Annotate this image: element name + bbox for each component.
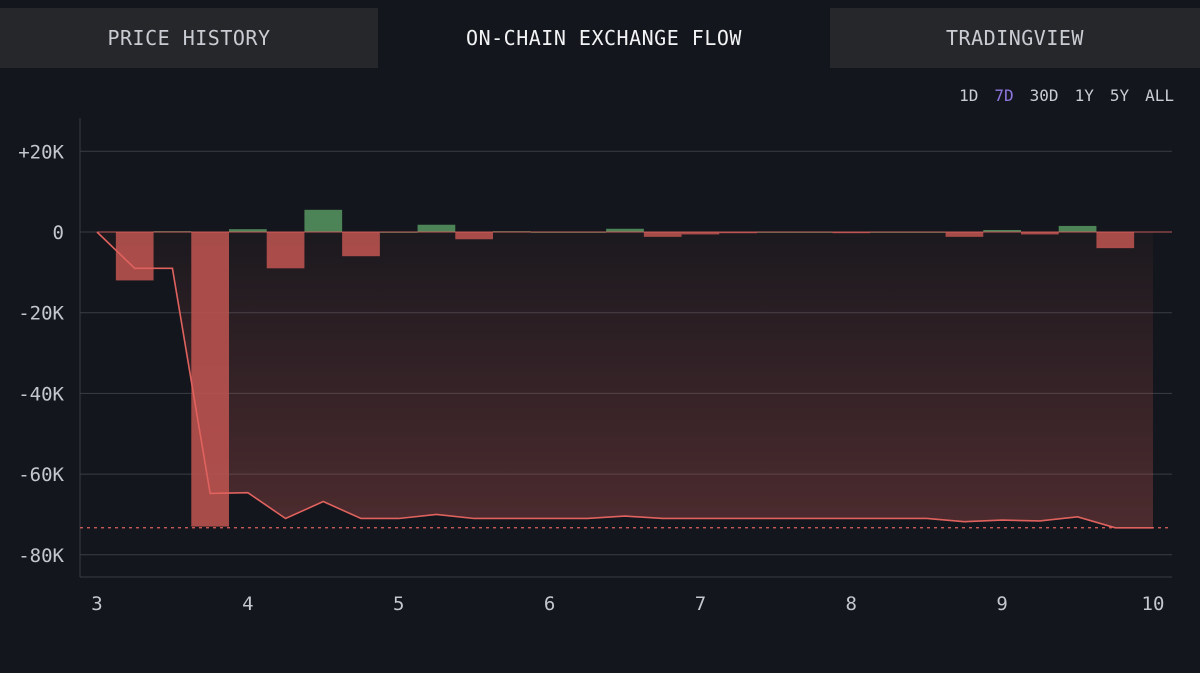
x-tick-label: 5	[393, 593, 404, 615]
flow-bar	[1058, 225, 1097, 232]
flow-bar	[719, 232, 757, 234]
x-tick-label: 3	[91, 593, 102, 615]
time-range-selector: 1D 7D 30D 1Y 5Y ALL	[959, 86, 1174, 108]
y-tick-label: -60K	[18, 464, 64, 486]
cumulative-area-fill	[97, 232, 1153, 528]
flow-bar	[832, 232, 871, 234]
y-tick-label: -20K	[18, 303, 64, 325]
flow-bar	[1096, 232, 1135, 249]
y-tick-label: -40K	[18, 383, 64, 405]
y-tick-label: +20K	[18, 141, 64, 163]
x-tick-label: 10	[1142, 593, 1165, 615]
flow-bar	[304, 209, 343, 232]
flow-bar	[229, 229, 267, 232]
tab-tradingview[interactable]: TRADINGVIEW	[830, 8, 1200, 68]
y-axis: +20K 0 -20K -40K -60K -80K	[18, 141, 64, 567]
flow-bar	[606, 228, 644, 232]
flow-bar	[1021, 232, 1059, 235]
flow-bar	[191, 232, 229, 527]
x-tick-label: 4	[242, 593, 253, 615]
flow-bar	[342, 232, 380, 257]
y-tick-label: 0	[53, 222, 64, 244]
tab-bar: PRICE HISTORY ON-CHAIN EXCHANGE FLOW TRA…	[0, 0, 1200, 68]
range-30d[interactable]: 30D	[1029, 86, 1059, 105]
cumulative-flow-line	[96, 231, 1153, 529]
cumulative-area	[97, 232, 1153, 528]
flow-bar	[643, 232, 682, 237]
flow-bar	[681, 232, 720, 235]
x-tick-label: 7	[695, 593, 706, 615]
flow-bar	[455, 232, 493, 240]
range-all[interactable]: ALL	[1145, 86, 1174, 105]
range-1y[interactable]: 1Y	[1074, 86, 1094, 105]
tab-on-chain-exchange-flow[interactable]: ON-CHAIN EXCHANGE FLOW	[378, 8, 830, 68]
tab-price-history[interactable]: PRICE HISTORY	[0, 8, 378, 68]
y-tick-label: -80K	[18, 545, 64, 567]
cumulative-line	[80, 231, 1172, 529]
x-tick-label: 6	[544, 593, 555, 615]
flow-bar	[983, 229, 1021, 232]
flow-bars	[97, 209, 1172, 527]
x-axis: 3 4 5 6 7 8 9 10	[91, 593, 1164, 615]
range-1d[interactable]: 1D	[959, 86, 979, 105]
x-tick-label: 9	[996, 593, 1007, 615]
flow-bar	[266, 232, 305, 269]
range-7d[interactable]: 7D	[994, 86, 1014, 105]
flow-bar	[945, 232, 984, 237]
range-5y[interactable]: 5Y	[1109, 86, 1130, 105]
flow-bar	[417, 224, 456, 232]
x-tick-label: 8	[846, 593, 857, 615]
